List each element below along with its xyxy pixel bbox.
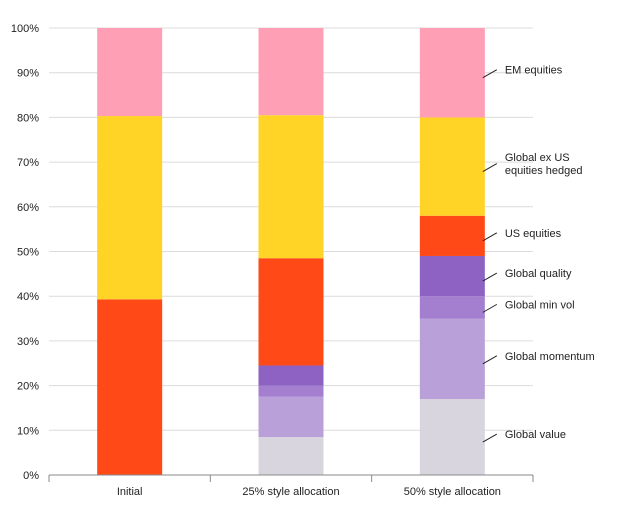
legend-leader-line — [482, 69, 498, 79]
bar-segment — [97, 299, 163, 475]
y-tick-label: 70% — [17, 157, 39, 169]
y-tick-label: 90% — [17, 68, 39, 80]
x-category-label: 50% style allocation — [404, 486, 501, 498]
y-tick-label: 100% — [11, 23, 39, 35]
bar-segment — [258, 385, 324, 397]
bar-segment — [258, 28, 324, 116]
bar-segment — [419, 117, 485, 216]
y-tick-label: 20% — [17, 381, 39, 393]
bar-segment — [258, 437, 324, 475]
y-tick-label: 10% — [17, 425, 39, 437]
legend-entry: US equities — [505, 228, 562, 240]
bar-segment — [419, 255, 485, 297]
x-category-label: Initial — [117, 486, 143, 498]
legend-leader-line — [482, 272, 498, 282]
bar-segment — [258, 258, 324, 366]
legend-leader-line — [482, 303, 498, 313]
legend-entry: Global value — [505, 429, 566, 441]
bar-segment — [258, 396, 324, 438]
legend: Global value Global momentum Global min vo… — [482, 65, 595, 443]
bar-segment — [258, 115, 324, 259]
bar-segment — [419, 318, 485, 400]
bar-segment — [419, 28, 485, 118]
legend-entry: Global momentum — [505, 351, 595, 363]
bar-stacks — [97, 28, 485, 475]
x-category-label: 25% style allocation — [242, 486, 339, 498]
y-tick-label: 0% — [23, 470, 39, 482]
legend-entry: EM equities — [505, 65, 563, 77]
legend-leader-line — [482, 163, 498, 173]
bar-segment — [97, 28, 163, 117]
y-tick-label: 40% — [17, 291, 39, 303]
bar-segment — [419, 399, 485, 475]
y-tick-label: 50% — [17, 247, 39, 259]
legend-entry: Global ex US — [505, 152, 570, 164]
bar-segment — [97, 116, 163, 300]
legend-entry: Global min vol — [505, 299, 575, 311]
axes: 0% 10% 20% 30% 40% 50% 60% 70% 80% 90% 100% Initial… — [11, 23, 534, 498]
legend-leader-line — [482, 232, 498, 242]
y-tick-label: 30% — [17, 336, 39, 348]
legend-entry: equities hedged — [505, 165, 583, 177]
legend-entry: Global quality — [505, 268, 572, 280]
y-tick-label: 80% — [17, 112, 39, 124]
legend-leader-line — [482, 433, 498, 443]
bar-segment — [419, 296, 485, 319]
bar-segment — [258, 365, 324, 386]
legend-leader-line — [482, 355, 498, 365]
y-tick-label: 60% — [17, 202, 39, 214]
bar-segment — [419, 215, 485, 256]
